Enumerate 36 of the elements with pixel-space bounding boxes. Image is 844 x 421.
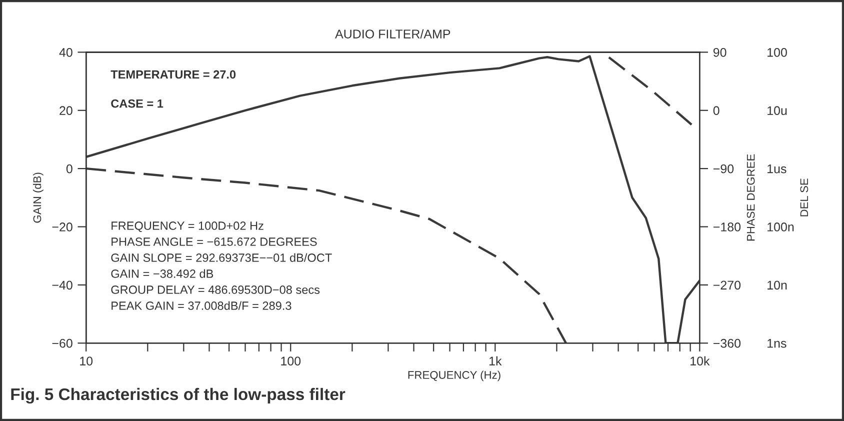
y-tick-label: −20 [52,222,72,232]
y2-tick-label: 0 [713,106,720,116]
x-axis-title: FREQUENCY (Hz) [408,370,500,382]
x-tick-label: 10 [80,356,93,366]
text: 10u [768,106,787,116]
y2-tick-label: −360 [713,338,741,348]
annotation: TEMPERATURE = 27.0 [110,70,236,79]
y2-tick-label: −180 [713,222,741,232]
y-tick-label: 40 [59,48,72,57]
y2-tick-label: −270 [713,280,741,290]
annotation: GAIN SLOPE = 292.69373E−−01 dB/OCT [111,253,332,262]
annotation: GROUP DELAY = 486.69530D−08 secs [111,286,320,294]
text: 1ns [768,339,786,348]
chart-title: AUDIO FILTER/AMP [335,29,450,38]
y2-axis-title: PHASE DEGREE [746,154,755,241]
text: 100n [768,222,794,232]
text: 100 [768,48,787,57]
x-tick-label: 1k [490,356,502,366]
x-tick-label: 10k [690,356,710,366]
y2-tick-label: 90 [713,48,726,57]
y-tick-label: 20 [60,106,72,116]
annotation: PEAK GAIN = 37.008dB/F = 289.3 [112,301,292,310]
y-tick-label: 0 [66,164,72,174]
y3-axis-title: DEL SE [800,178,808,216]
y-axis-title: GAIN (dB) [33,172,44,223]
x-tick-label: 100 [281,356,301,366]
text: 1us [768,164,786,174]
caption: Fig. 5 Characteristics of the low-pass filter [11,388,346,404]
annotation: GAIN = −38.492 dB [111,269,214,278]
annotation: CASE = 1 [111,99,164,108]
y2-tick-label: −90 [713,164,734,174]
y-tick-label: −60 [52,338,72,348]
text: 10n [768,280,787,290]
y-tick-label: −40 [52,280,72,290]
annotation: FREQUENCY = 100D+02 Hz [112,222,264,232]
annotation: PHASE ANGLE = −615.672 DEGREES [112,238,317,246]
